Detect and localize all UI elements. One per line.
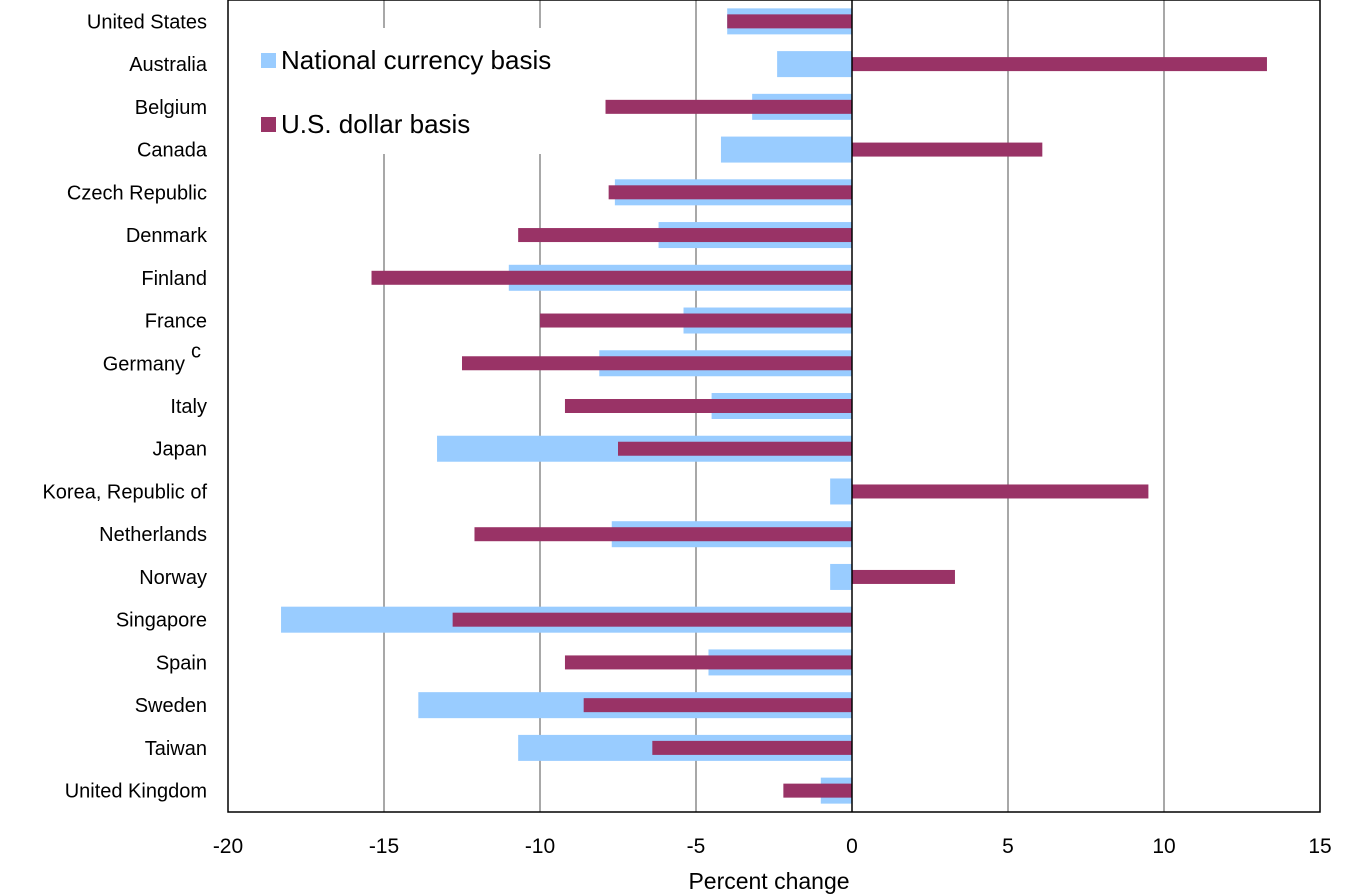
legend: National currency basis U.S. dollar basi… (244, 28, 604, 154)
bar-us-dollar-japan (618, 441, 852, 456)
category-labels: United States Australia Belgium Canada Czech… (42, 11, 208, 802)
bar-us-dollar-netherlands (474, 527, 852, 542)
category-label-canada: Canada (137, 140, 208, 162)
bar-us-dollar-united-states (727, 14, 852, 29)
bar-us-dollar-italy (564, 399, 852, 413)
legend-swatch-us-dollar (261, 117, 276, 132)
category-label-united-states: United States (87, 11, 207, 33)
bars (281, 8, 1267, 804)
bar-us-dollar-korea-republic-of (852, 484, 1149, 499)
bar-national-currency-korea-republic-of (830, 478, 852, 505)
category-label-denmark: Denmark (126, 225, 208, 247)
bar-us-dollar-australia (852, 57, 1267, 72)
x-tick-label-minus-10: -10 (525, 835, 555, 858)
bar-us-dollar-denmark (518, 228, 852, 243)
legend-swatch-national-currency (261, 53, 276, 68)
bar-us-dollar-germany (462, 356, 852, 371)
x-tick-label-0: 0 (846, 835, 858, 858)
category-label-united-kingdom: United Kingdom (65, 781, 207, 803)
category-label-czech-republic: Czech Republic (67, 182, 207, 204)
bar-us-dollar-sweden (583, 698, 852, 713)
category-label-japan: Japan (153, 439, 208, 461)
category-label-norway: Norway (139, 567, 207, 589)
bar-us-dollar-norway (852, 569, 955, 584)
x-tick-labels: -20 -15 -10 -5 0 5 10 15 (213, 835, 1332, 858)
bar-us-dollar-united-kingdom (783, 783, 852, 798)
x-axis-title: Percent change (688, 868, 849, 894)
x-tick-label-minus-20: -20 (213, 835, 243, 858)
x-tick-label-10: 10 (1152, 835, 1175, 858)
x-tick-label-15: 15 (1308, 835, 1331, 858)
category-label-belgium: Belgium (135, 97, 207, 119)
bar-us-dollar-taiwan (652, 740, 852, 755)
x-tick-label-minus-15: -15 (369, 835, 399, 858)
category-label-taiwan: Taiwan (145, 738, 207, 760)
bar-national-currency-norway (830, 563, 852, 590)
bar-national-currency-australia (777, 51, 852, 78)
bar-national-currency-canada (720, 136, 852, 163)
bar-us-dollar-canada (852, 142, 1043, 157)
category-label-netherlands: Netherlands (99, 524, 207, 546)
category-footnote-germany: c (191, 340, 201, 362)
category-label-korea-republic-of: Korea, Republic of (42, 481, 207, 503)
bar-us-dollar-france (540, 313, 852, 328)
category-label-singapore: Singapore (116, 610, 207, 632)
category-label-spain: Spain (156, 652, 207, 674)
category-label-sweden: Sweden (135, 695, 207, 717)
legend-label-us-dollar: U.S. dollar basis (281, 109, 470, 139)
plot-area-frame (227, 0, 1321, 813)
x-tick-label-minus-5: -5 (687, 835, 706, 858)
x-tick-label-5: 5 (1002, 835, 1014, 858)
bar-us-dollar-spain (564, 655, 852, 670)
category-label-italy: Italy (170, 396, 207, 418)
bar-us-dollar-finland (371, 270, 852, 285)
category-label-germany: Germany (103, 353, 185, 375)
bar-us-dollar-singapore (452, 612, 852, 627)
category-label-finland: Finland (141, 268, 207, 290)
category-label-france: France (145, 311, 207, 333)
bar-us-dollar-czech-republic (608, 185, 852, 200)
legend-label-national-currency: National currency basis (281, 45, 551, 75)
legend-box (244, 28, 604, 154)
category-label-australia: Australia (129, 54, 208, 76)
bar-us-dollar-belgium (605, 99, 852, 114)
